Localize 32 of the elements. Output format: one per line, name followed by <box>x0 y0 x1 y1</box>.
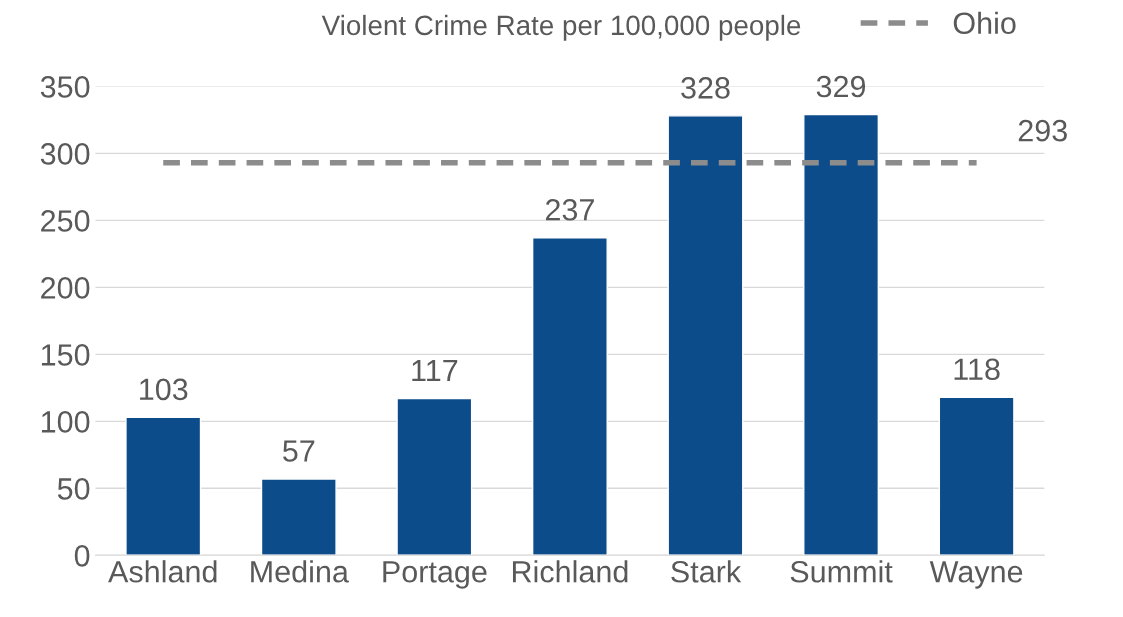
y-tick-label: 350 <box>40 76 90 98</box>
x-tick-label: Richland <box>512 560 628 583</box>
chart-title: Violent Crime Rate per 100,000 people <box>321 14 801 41</box>
y-tick-label: 250 <box>41 210 90 232</box>
bar <box>803 113 880 556</box>
bar <box>667 115 744 556</box>
bar <box>125 416 202 556</box>
x-tick-label: Stark <box>671 560 742 583</box>
y-tick-label: 100 <box>41 411 90 433</box>
x-tick-label: Ashland <box>108 560 217 583</box>
data-label: 118 <box>954 358 1000 381</box>
data-label: 328 <box>681 77 730 99</box>
x-tick-label: Portage <box>383 561 487 589</box>
data-label: 237 <box>545 198 594 221</box>
x-tick-label: Wayne <box>929 561 1023 589</box>
x-tick-label: Medina <box>251 560 349 583</box>
data-label: 57 <box>283 440 315 462</box>
y-tick-label: 200 <box>41 277 90 299</box>
y-tick-label: 150 <box>41 344 90 366</box>
x-tick-label: Summit <box>790 560 893 583</box>
y-tick-label: 50 <box>57 478 90 500</box>
legend-label: Ohio <box>953 11 1016 35</box>
y-tick-label: 300 <box>40 143 90 165</box>
bar <box>260 478 337 556</box>
y-tick-label: 0 <box>74 545 90 567</box>
bar <box>531 237 608 556</box>
data-label: 293 <box>1018 119 1067 142</box>
bar <box>396 397 473 556</box>
data-label: 103 <box>140 378 188 401</box>
data-label: 117 <box>412 360 458 382</box>
data-label: 329 <box>816 75 866 98</box>
bar <box>938 396 1015 556</box>
